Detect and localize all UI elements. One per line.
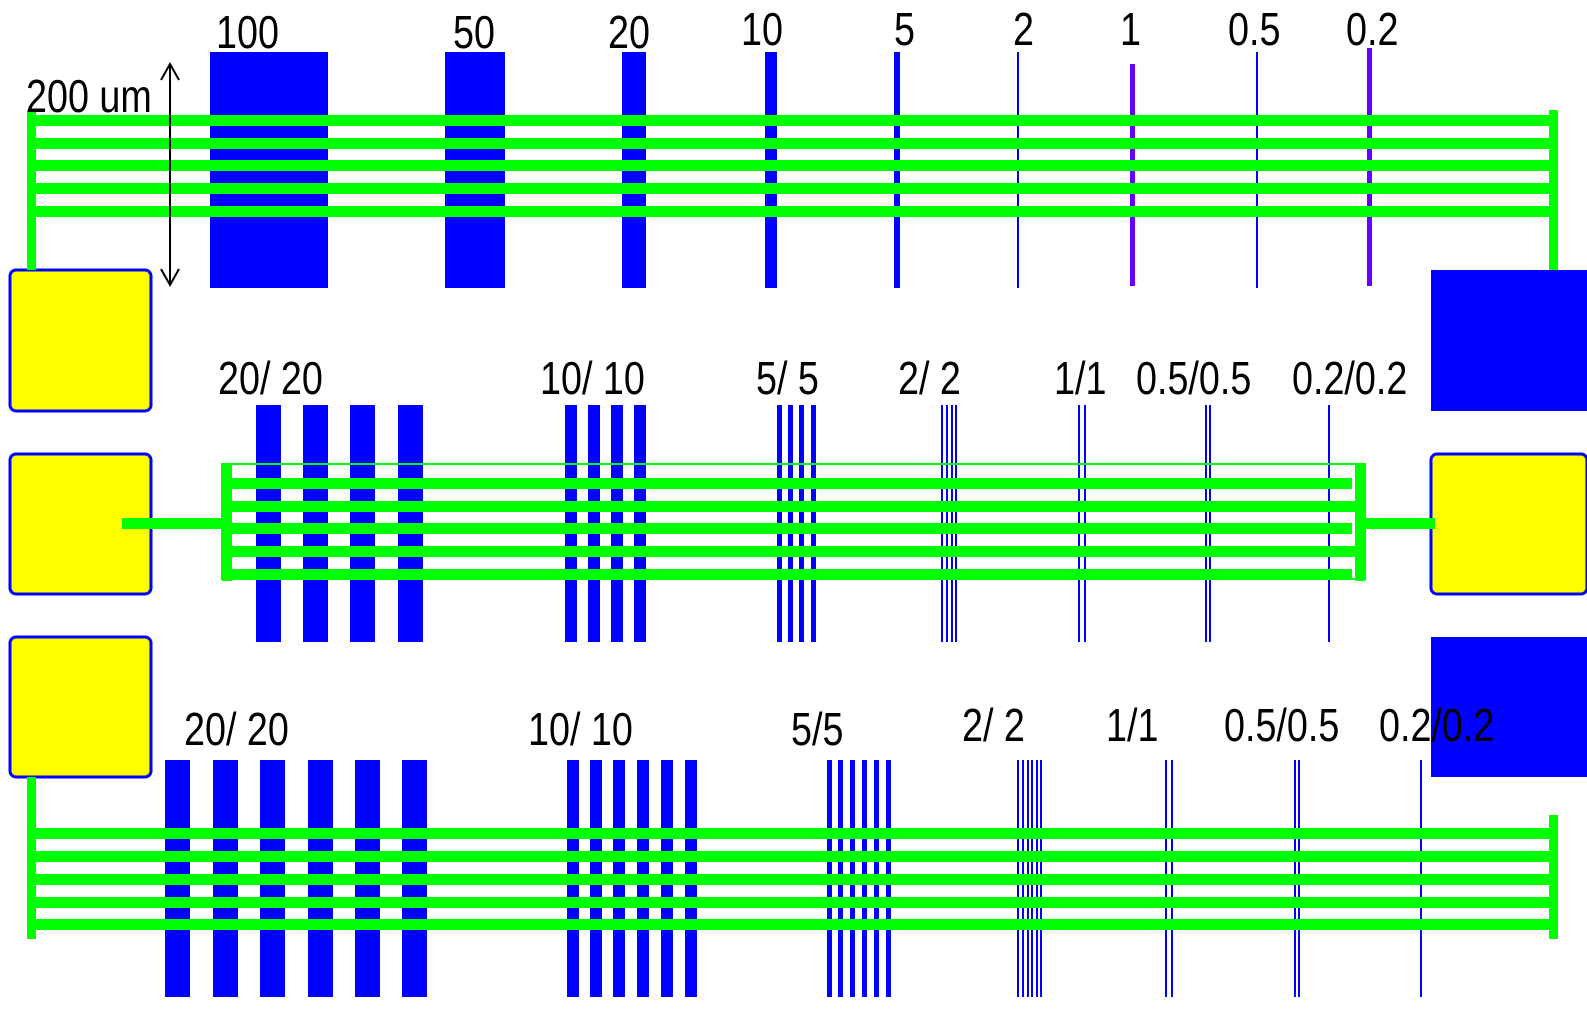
row2-lead-right [1365, 518, 1435, 529]
row2-lead-left [122, 518, 222, 529]
scale-bar-arrow-top [160, 61, 180, 81]
row2-left-bus [222, 464, 232, 581]
pad-right-bottom [1431, 637, 1587, 777]
pad-right-middle [1429, 452, 1587, 596]
pad-left-bottom [8, 635, 153, 779]
scale-bar [160, 61, 180, 288]
row2-label: 20/ 20 [218, 352, 323, 403]
row2-label: 2/ 2 [898, 352, 961, 403]
row1-finger-2 [27, 138, 1549, 149]
row1-label: 5 [894, 3, 915, 54]
row3-finger-1 [27, 828, 1549, 839]
row2-finger-2 [232, 501, 1365, 512]
row3-label: 0.2/0.2 [1379, 699, 1494, 750]
scale-bar-arrow-bottom [160, 268, 180, 288]
row1-label: 100 [216, 6, 279, 57]
row3-label: 1/1 [1106, 699, 1158, 750]
row1-label: 50 [453, 6, 495, 57]
contact-pads [8, 268, 1587, 779]
row2-finger-1 [222, 478, 1352, 489]
row2-label: 0.2/0.2 [1292, 352, 1407, 403]
pad-left-top [8, 268, 153, 413]
row2-label: 0.5/0.5 [1136, 352, 1251, 403]
row1-label: 2 [1013, 3, 1034, 54]
row1-line-1 [1130, 64, 1135, 286]
row1-label: 20 [608, 6, 650, 57]
row2-finger-4 [232, 546, 1365, 557]
row3-label: 10/ 10 [528, 703, 633, 754]
row3-label: 0.5/0.5 [1224, 699, 1339, 750]
row3-right-bus [1549, 815, 1558, 939]
row2-right-bus [1355, 464, 1365, 581]
row1-right-bus [1549, 110, 1558, 270]
row1-label: 1 [1120, 3, 1141, 54]
pad-right-top [1431, 270, 1587, 411]
row3-label: 2/ 2 [962, 699, 1025, 750]
row1-finger-3 [27, 160, 1558, 171]
row1-label: 0.5 [1228, 3, 1280, 54]
row2-label: 10/ 10 [540, 352, 645, 403]
row3-label: 20/ 20 [184, 703, 289, 754]
row2-structure [122, 405, 1435, 642]
row2-finger-3 [222, 523, 1352, 534]
row3-finger-3 [27, 874, 1549, 885]
row2-label: 5/ 5 [756, 352, 819, 403]
row2-label: 1/1 [1054, 352, 1106, 403]
row1-label: 0.2 [1346, 3, 1398, 54]
row3-finger-2 [36, 851, 1558, 862]
row3-finger-4 [36, 897, 1558, 908]
row1-finger-5 [27, 206, 1558, 217]
row1-finger-1 [27, 115, 1558, 126]
row3-left-bus [27, 777, 36, 939]
row3-structure [27, 760, 1558, 997]
row3-label: 5/5 [791, 703, 843, 754]
row1-finger-4 [27, 183, 1549, 194]
row1-structure [27, 48, 1558, 288]
scale-bar-label: 200 um [26, 70, 152, 121]
row1-label: 10 [741, 3, 783, 54]
row3-finger-5 [27, 919, 1549, 930]
row2-finger-5 [222, 569, 1352, 580]
labels: 200 um 100 50 20 10 5 2 1 0.5 0.2 20/ 20… [26, 3, 1494, 754]
